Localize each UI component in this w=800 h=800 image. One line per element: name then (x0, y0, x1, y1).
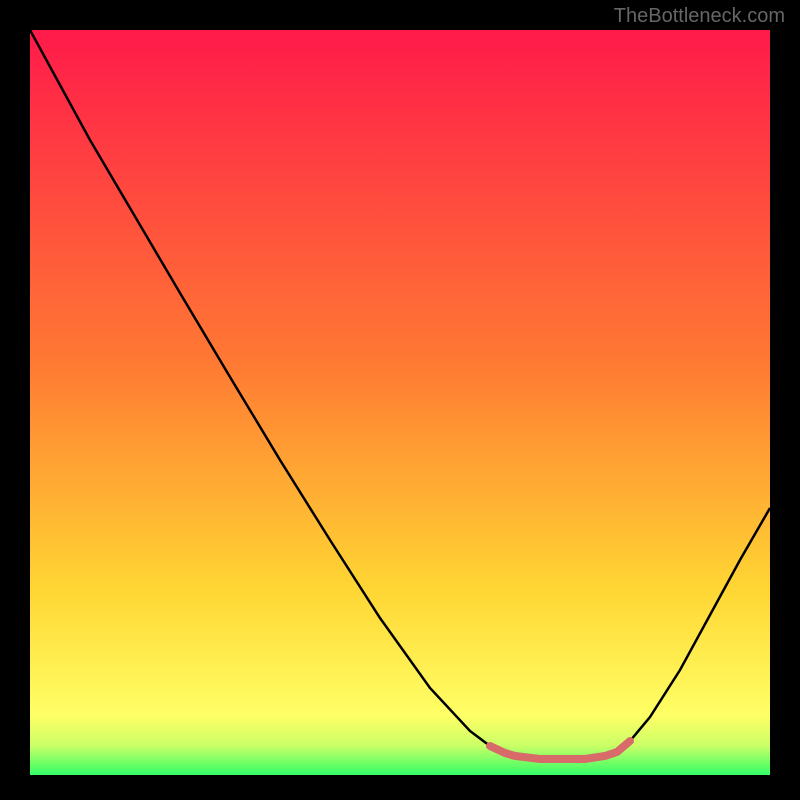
chart-container: TheBottleneck.com (0, 0, 800, 800)
main-curve (30, 30, 770, 759)
attribution-text: TheBottleneck.com (614, 5, 785, 28)
highlight-curve (490, 741, 630, 759)
curve-svg (30, 30, 770, 775)
plot-area (30, 30, 770, 775)
